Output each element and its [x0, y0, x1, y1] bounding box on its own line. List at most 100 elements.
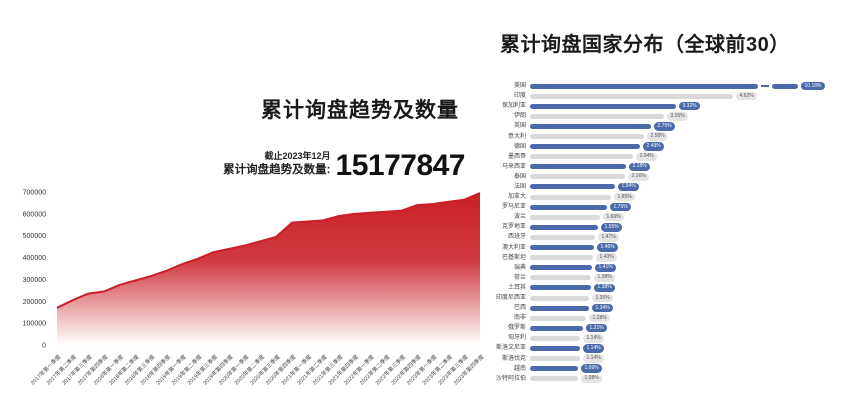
country-bar-row: 匈牙利 1.14% — [488, 333, 852, 343]
country-bar — [530, 255, 593, 261]
country-value-badge: 1.46% — [597, 243, 619, 252]
country-label: 匈牙利 — [507, 335, 526, 342]
country-bar-row: 荷兰 1.38% — [488, 273, 852, 283]
country-value-badge: 1.34% — [592, 303, 614, 313]
country-value-badge: 2.75% — [654, 122, 676, 131]
country-bar-list: 美国 10.18% 印度 4.62% 保加利亚 3.32% 伊朗 3.05% 英国 2.75% 意大… — [488, 81, 852, 384]
country-value-badge: 1.21% — [586, 324, 608, 333]
country-label: 印度 — [513, 93, 526, 100]
country-value-badge: 1.41% — [595, 263, 617, 272]
country-bar — [530, 123, 651, 129]
country-value-badge: 1.08% — [581, 374, 603, 383]
total-inquiries-label: 累计询盘趋势及数量: — [223, 164, 331, 176]
country-label: 德国 — [513, 143, 526, 150]
country-bar — [530, 93, 733, 99]
country-bar-row: 俄罗斯 1.21% — [488, 323, 852, 333]
country-label: 瑞典 — [513, 264, 526, 271]
country-label: 克罗地亚 — [501, 224, 526, 231]
country-value-badge: 1.55% — [601, 223, 623, 232]
country-bar-row: 意大利 2.58% — [488, 131, 852, 141]
country-label: 印度尼西亚 — [495, 295, 526, 302]
y-axis-tick: 200000 — [23, 299, 46, 306]
country-label: 巴西 — [513, 305, 526, 312]
country-value-badge: 3.32% — [679, 102, 701, 111]
country-bar — [530, 356, 580, 362]
country-bar-row: 沙特阿拉伯 1.08% — [488, 374, 852, 384]
country-bar — [530, 295, 589, 301]
y-axis-tick: 100000 — [23, 321, 46, 328]
country-label: 西班牙 — [507, 234, 526, 241]
area-fill — [57, 193, 480, 345]
country-bar — [530, 305, 589, 311]
country-chart-title: 累计询盘国家分布（全球前30） — [500, 34, 790, 56]
country-value-badge: 1.43% — [596, 253, 618, 262]
country-bar-row: 伊朗 3.05% — [488, 111, 852, 121]
country-bar — [530, 214, 600, 220]
country-bar — [530, 366, 578, 372]
country-bar-row: 英国 2.75% — [488, 121, 852, 131]
country-bar-row: 瑞典 1.41% — [488, 263, 852, 273]
inquiry-trend-area-chart: 0 100000 200000 300000 400000 500000 600000 700… — [0, 185, 500, 411]
country-value-badge: 3.05% — [667, 112, 689, 121]
country-value-badge: 2.16% — [628, 172, 650, 182]
country-label: 土耳其 — [507, 284, 526, 291]
country-value-badge: 1.14% — [583, 354, 605, 363]
country-bar — [530, 103, 676, 109]
country-label: 英国 — [513, 123, 526, 130]
country-bar-row: 德国 2.49% — [488, 142, 852, 152]
country-bar — [530, 194, 611, 200]
country-bar-row: 印度 4.62% — [488, 91, 852, 101]
country-value-badge: 1.85% — [614, 192, 636, 202]
country-label: 斯洛伐克 — [501, 355, 526, 362]
country-label: 泰国 — [513, 173, 526, 180]
country-label: 南非 — [513, 315, 526, 322]
country-label: 保加利亚 — [501, 103, 526, 110]
country-bar-row: 斯洛伐克 1.14% — [488, 354, 852, 364]
country-bar-row: 罗马尼亚 1.75% — [488, 202, 852, 212]
y-axis-tick: 0 — [42, 343, 46, 350]
trend-line — [56, 192, 481, 309]
country-bar-row: 巴基斯坦 1.43% — [488, 253, 852, 263]
country-bar — [530, 134, 644, 140]
country-bar-row: 土耳其 1.38% — [488, 283, 852, 293]
country-bar-row: 墨西哥 2.34% — [488, 152, 852, 162]
country-bar-row: 越南 1.09% — [488, 364, 852, 374]
country-bar-row: 马来西亚 2.18% — [488, 162, 852, 172]
country-value-badge: 1.28% — [589, 314, 611, 323]
y-axis-tick: 300000 — [23, 277, 46, 284]
y-axis-tick: 500000 — [23, 233, 46, 240]
country-value-badge: 1.47% — [598, 233, 620, 242]
country-label: 俄罗斯 — [507, 325, 526, 332]
country-label: 荷兰 — [513, 274, 526, 281]
country-label: 澳大利亚 — [501, 244, 526, 251]
country-bar-row: 克罗地亚 1.55% — [488, 222, 852, 232]
country-bar — [530, 204, 607, 210]
country-bar-row: 法国 1.94% — [488, 182, 852, 192]
country-bar — [530, 113, 664, 119]
country-value-badge: 2.18% — [629, 162, 651, 171]
y-axis-tick: 400000 — [23, 255, 46, 262]
country-bar-row: 澳大利亚 1.46% — [488, 243, 852, 253]
country-bar-row: 南非 1.28% — [488, 313, 852, 323]
country-label: 意大利 — [507, 133, 526, 140]
country-bar — [530, 325, 583, 331]
country-label: 越南 — [513, 365, 526, 372]
country-label: 墨西哥 — [507, 153, 526, 160]
total-inquiries-value: 15177847 — [335, 149, 466, 182]
country-label: 加拿大 — [507, 194, 526, 201]
country-bar — [530, 265, 592, 271]
total-annotation: 截止2023年12月 累计询盘趋势及数量: 15177847 — [150, 150, 465, 181]
country-bar — [530, 164, 626, 170]
country-bar — [530, 224, 598, 230]
country-value-badge: 1.35% — [592, 293, 614, 303]
country-label: 波兰 — [513, 214, 526, 221]
y-axis-tick: 700000 — [23, 190, 46, 197]
country-bar — [530, 335, 580, 341]
trend-chart-title: 累计询盘趋势及数量 — [261, 99, 459, 122]
country-value-badge: 2.49% — [643, 142, 665, 151]
country-bar — [530, 174, 625, 180]
country-bar-row: 美国 10.18% — [488, 81, 852, 91]
country-bar-break-segment — [772, 83, 798, 89]
country-label: 罗马尼亚 — [501, 204, 526, 211]
